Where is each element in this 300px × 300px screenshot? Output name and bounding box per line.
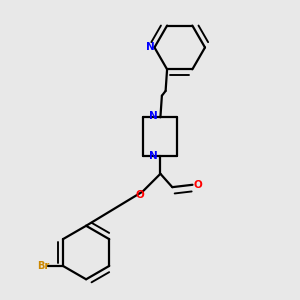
Text: O: O (135, 190, 144, 200)
Text: N: N (149, 111, 158, 121)
Text: Br: Br (38, 261, 50, 271)
Text: O: O (194, 180, 202, 190)
Text: N: N (149, 151, 158, 161)
Text: N: N (146, 42, 155, 52)
